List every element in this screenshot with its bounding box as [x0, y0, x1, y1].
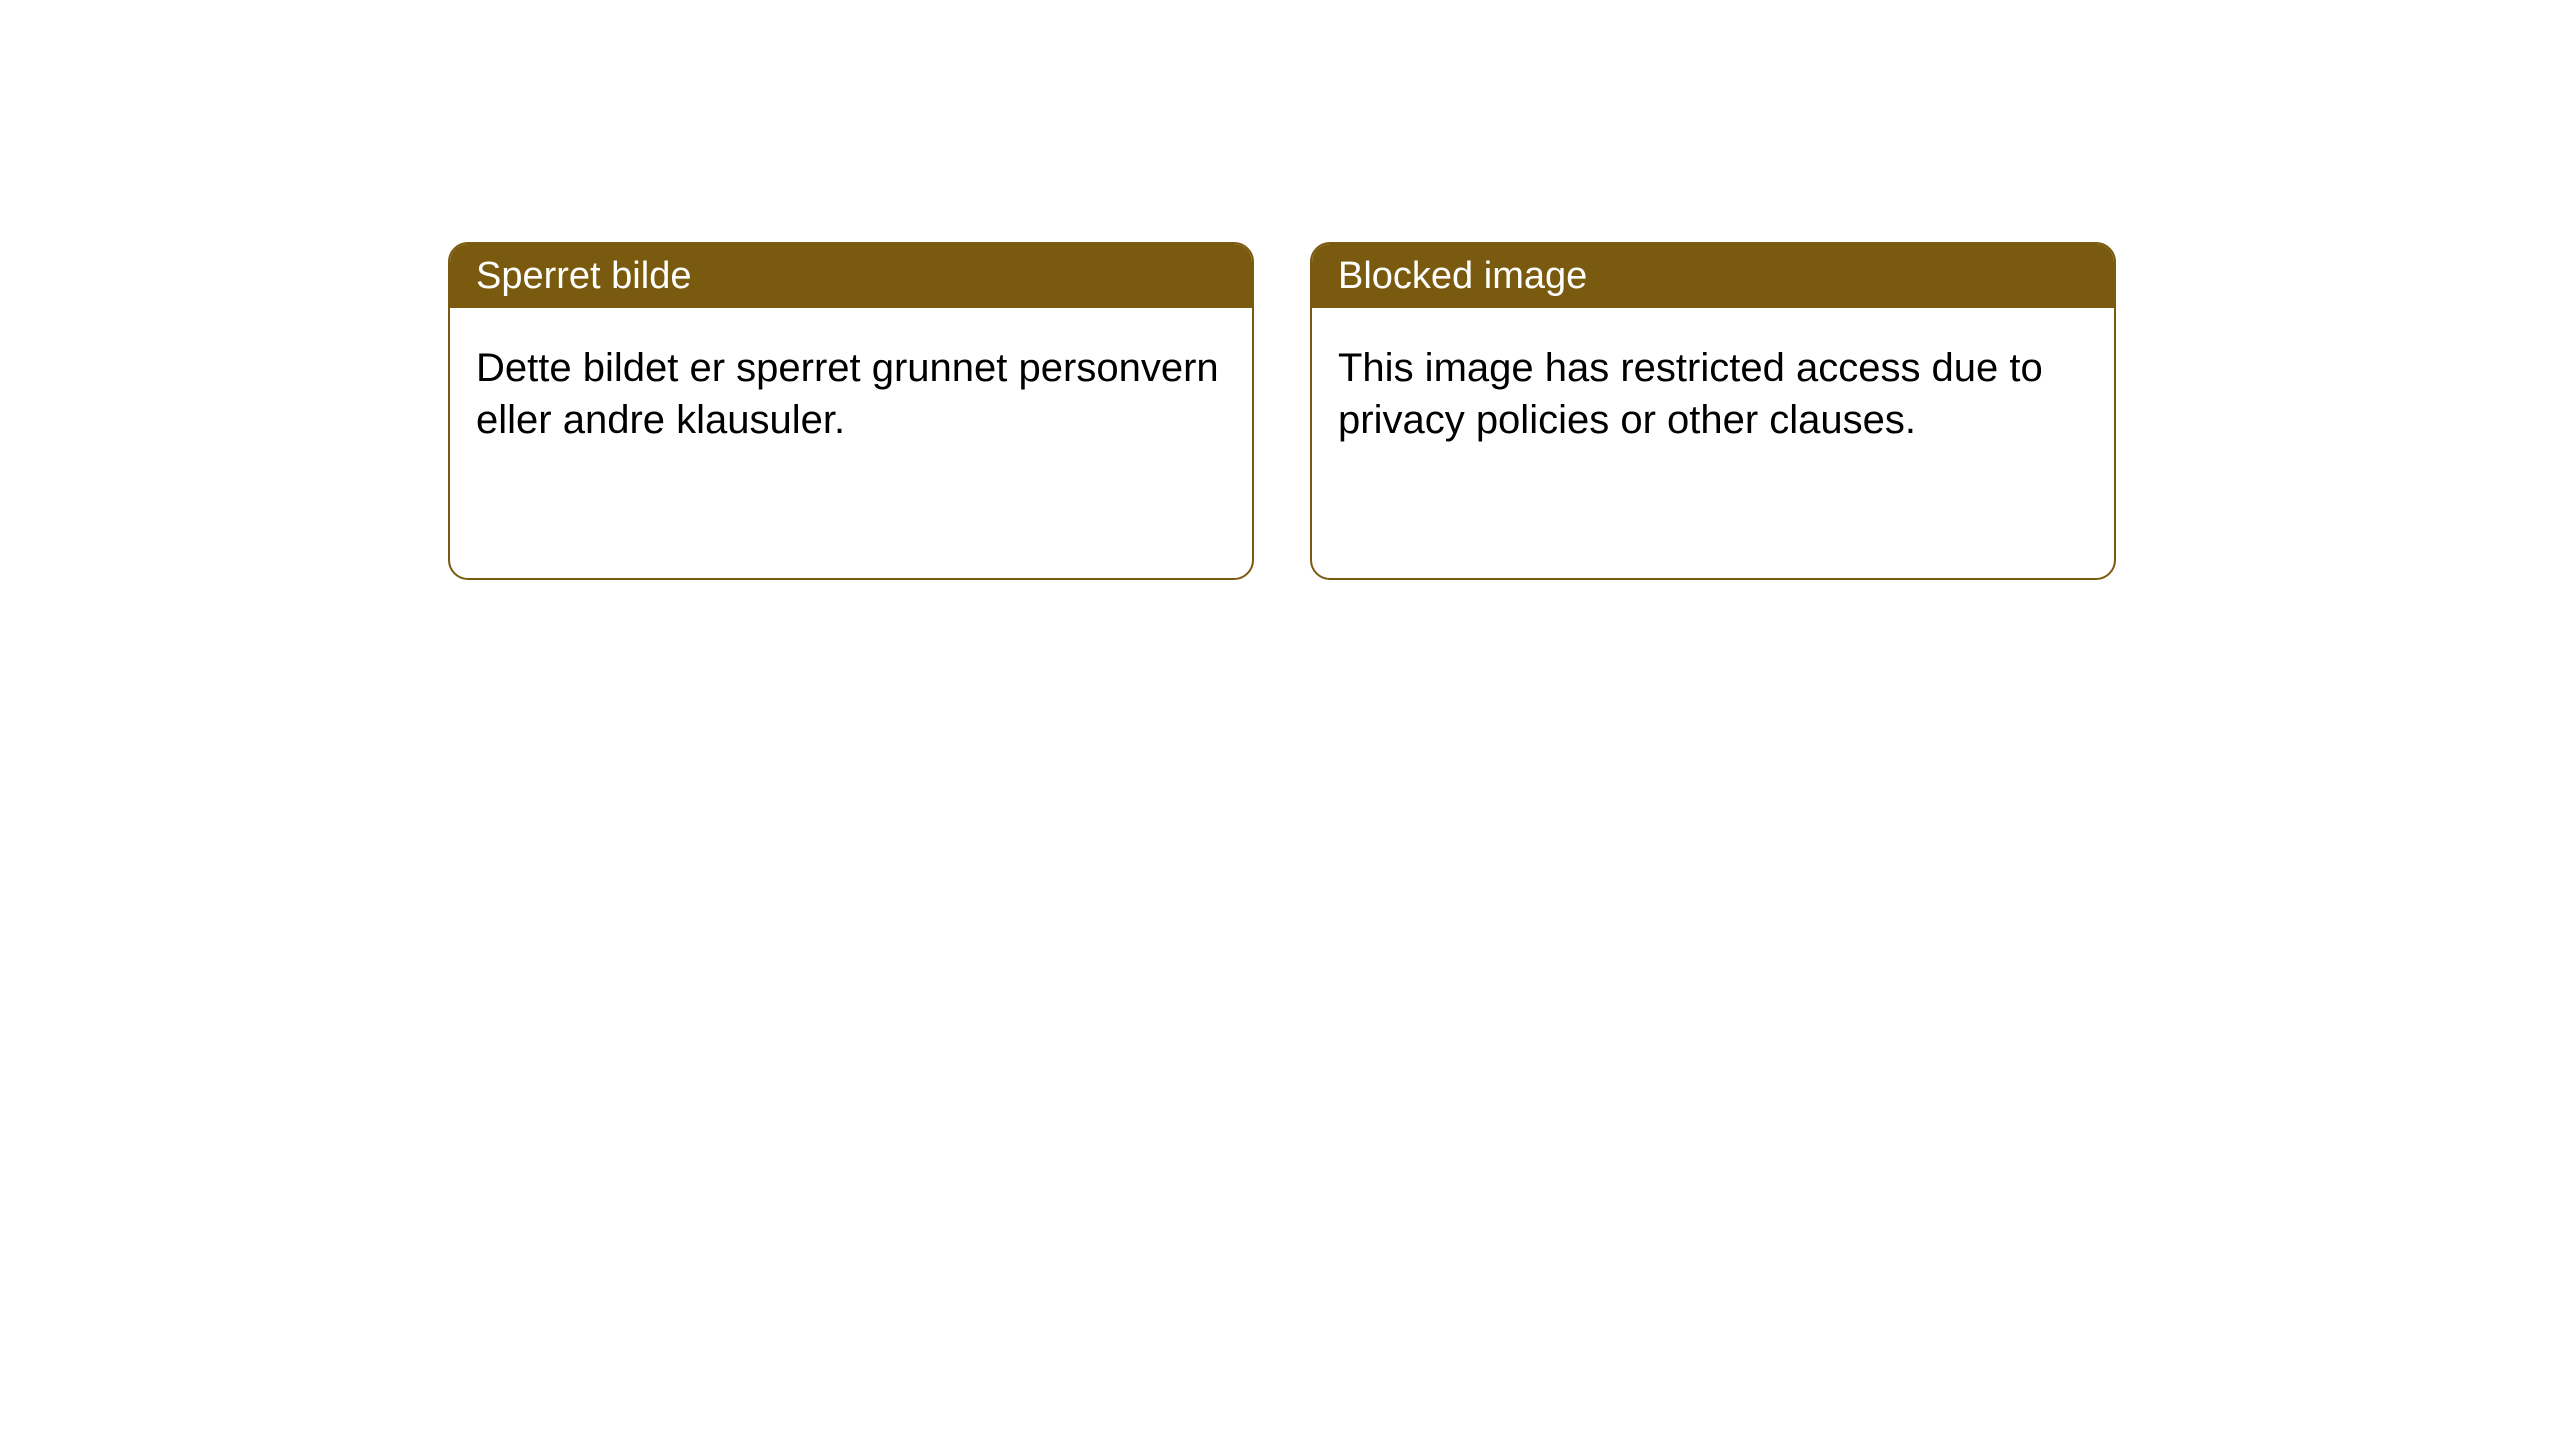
card-header-norwegian: Sperret bilde [450, 244, 1252, 308]
card-body-english: This image has restricted access due to … [1312, 308, 2114, 466]
card-header-english: Blocked image [1312, 244, 2114, 308]
notice-card-english: Blocked image This image has restricted … [1310, 242, 2116, 580]
card-body-norwegian: Dette bildet er sperret grunnet personve… [450, 308, 1252, 466]
notice-card-norwegian: Sperret bilde Dette bildet er sperret gr… [448, 242, 1254, 580]
notice-container: Sperret bilde Dette bildet er sperret gr… [0, 0, 2560, 580]
